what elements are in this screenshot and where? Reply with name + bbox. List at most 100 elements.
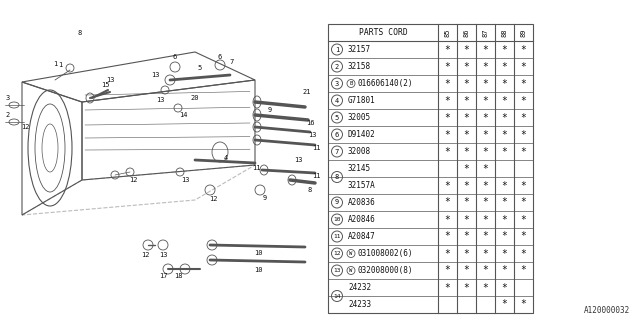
Bar [328, 24, 533, 313]
Text: 32145: 32145 [348, 164, 371, 173]
Text: 7: 7 [335, 148, 339, 155]
Text: *: * [445, 95, 451, 106]
Text: *: * [502, 78, 508, 89]
Text: *: * [483, 130, 488, 140]
Text: *: * [483, 164, 488, 173]
Text: 016606140(2): 016606140(2) [357, 79, 413, 88]
Text: *: * [463, 130, 469, 140]
Text: 12: 12 [20, 124, 29, 130]
Text: 2: 2 [6, 112, 10, 118]
Text: *: * [520, 266, 527, 276]
Text: 87: 87 [483, 28, 488, 37]
Text: 1: 1 [58, 62, 62, 68]
Text: PARTS CORD: PARTS CORD [358, 28, 408, 37]
Text: *: * [483, 44, 488, 54]
Text: *: * [445, 283, 451, 292]
Text: 14: 14 [179, 112, 188, 118]
Text: 3: 3 [6, 95, 10, 101]
Text: 4: 4 [335, 98, 339, 103]
Text: *: * [445, 130, 451, 140]
Text: *: * [445, 61, 451, 71]
Text: D91402: D91402 [348, 130, 376, 139]
Text: *: * [520, 147, 527, 156]
Text: *: * [463, 283, 469, 292]
Text: 89: 89 [520, 28, 527, 37]
Text: *: * [445, 266, 451, 276]
Text: 14: 14 [333, 293, 340, 299]
Text: 4: 4 [224, 155, 228, 161]
Text: 6: 6 [173, 54, 177, 60]
Text: *: * [463, 61, 469, 71]
Text: 17: 17 [159, 273, 167, 279]
Text: 6: 6 [218, 54, 222, 60]
Text: *: * [502, 113, 508, 123]
Text: *: * [502, 214, 508, 225]
Text: 11: 11 [333, 234, 340, 239]
Text: 32008: 32008 [348, 147, 371, 156]
Text: 12: 12 [141, 252, 149, 258]
Text: *: * [445, 214, 451, 225]
Text: *: * [520, 130, 527, 140]
Text: *: * [483, 266, 488, 276]
Text: 13: 13 [151, 72, 159, 78]
Text: 10: 10 [253, 267, 262, 273]
Text: B: B [349, 81, 353, 86]
Text: 11: 11 [312, 145, 320, 151]
Text: *: * [463, 95, 469, 106]
Text: 32157: 32157 [348, 45, 371, 54]
Text: 18: 18 [173, 273, 182, 279]
Text: *: * [502, 180, 508, 190]
Text: 32158: 32158 [348, 62, 371, 71]
Text: A20847: A20847 [348, 232, 376, 241]
Text: 7: 7 [230, 59, 234, 65]
Text: *: * [502, 61, 508, 71]
Text: *: * [502, 130, 508, 140]
Text: A120000032: A120000032 [584, 306, 630, 315]
Text: 1: 1 [53, 61, 57, 67]
Text: A20846: A20846 [348, 215, 376, 224]
Text: *: * [520, 300, 527, 309]
Text: *: * [463, 266, 469, 276]
Text: 9: 9 [268, 107, 272, 113]
Text: *: * [445, 147, 451, 156]
Text: 11: 11 [252, 165, 260, 171]
Text: *: * [520, 197, 527, 207]
Text: *: * [502, 147, 508, 156]
Text: *: * [445, 78, 451, 89]
Text: 6: 6 [335, 132, 339, 138]
Text: *: * [520, 249, 527, 259]
Text: *: * [502, 249, 508, 259]
Text: 2: 2 [335, 63, 339, 69]
Text: 1: 1 [335, 46, 339, 52]
Text: *: * [502, 231, 508, 242]
Text: *: * [463, 197, 469, 207]
Text: 13: 13 [180, 177, 189, 183]
Text: *: * [502, 300, 508, 309]
Text: 13: 13 [294, 157, 302, 163]
Text: *: * [483, 113, 488, 123]
Text: 16: 16 [306, 120, 314, 126]
Text: *: * [445, 44, 451, 54]
Text: 13: 13 [156, 97, 164, 103]
Text: W: W [349, 268, 353, 273]
Text: *: * [520, 95, 527, 106]
Text: *: * [445, 197, 451, 207]
Text: *: * [520, 214, 527, 225]
Text: *: * [463, 180, 469, 190]
Text: *: * [520, 61, 527, 71]
Text: 32157A: 32157A [348, 181, 376, 190]
Text: 10: 10 [333, 217, 340, 222]
Text: 86: 86 [463, 28, 470, 37]
Text: 13: 13 [106, 77, 115, 83]
Text: *: * [463, 214, 469, 225]
Text: *: * [483, 231, 488, 242]
Text: 85: 85 [445, 28, 451, 37]
Text: *: * [483, 78, 488, 89]
Text: 032008000(8): 032008000(8) [357, 266, 413, 275]
Text: *: * [463, 231, 469, 242]
Text: 10: 10 [253, 250, 262, 256]
Text: 88: 88 [502, 28, 508, 37]
Text: *: * [520, 231, 527, 242]
Text: *: * [502, 95, 508, 106]
Text: *: * [445, 249, 451, 259]
